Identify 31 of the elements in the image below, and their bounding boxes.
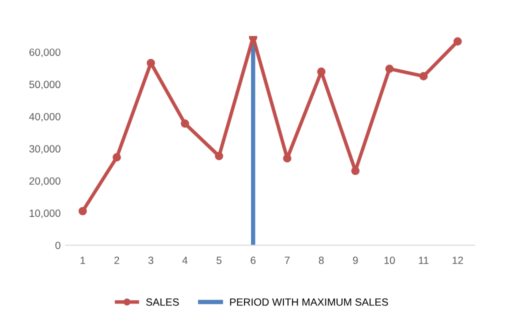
point — [283, 154, 292, 162]
point — [351, 166, 360, 176]
x-tick-label: 3 — [148, 256, 154, 264]
legend-label: PERIOD WITH MAXIMUM SALES — [230, 298, 388, 306]
x-tick-label: 9 — [352, 256, 358, 264]
legend-label: SALES — [146, 298, 179, 306]
point — [453, 37, 462, 46]
x-tick-label: 6 — [250, 256, 256, 264]
x-tick-label: 12 — [452, 256, 463, 264]
point — [78, 206, 87, 216]
y-tick-label: 40,000 — [29, 112, 60, 122]
point — [317, 68, 326, 76]
y-tick-label: 20,000 — [29, 177, 60, 186]
x-tick-label: 5 — [216, 256, 222, 264]
x-tick-label: 7 — [284, 256, 290, 264]
y-tick-label: 50,000 — [29, 80, 60, 90]
y-tick-label: 0 — [55, 242, 60, 250]
y-tick-label: 60,000 — [29, 48, 60, 58]
x-tick-label: 10 — [384, 256, 395, 264]
x-tick-label: 2 — [114, 256, 120, 264]
point — [180, 119, 190, 128]
y-tick-label: 10,000 — [30, 210, 60, 218]
x-tick-label: 1 — [80, 256, 86, 264]
point — [419, 72, 428, 80]
x-tick-label: 4 — [182, 256, 188, 264]
y-tick-label: 30,000 — [29, 145, 60, 154]
point — [112, 153, 121, 162]
x-tick-label: 8 — [318, 256, 324, 264]
x-tick-label: 11 — [418, 256, 428, 264]
point — [214, 152, 224, 160]
point — [385, 64, 394, 73]
